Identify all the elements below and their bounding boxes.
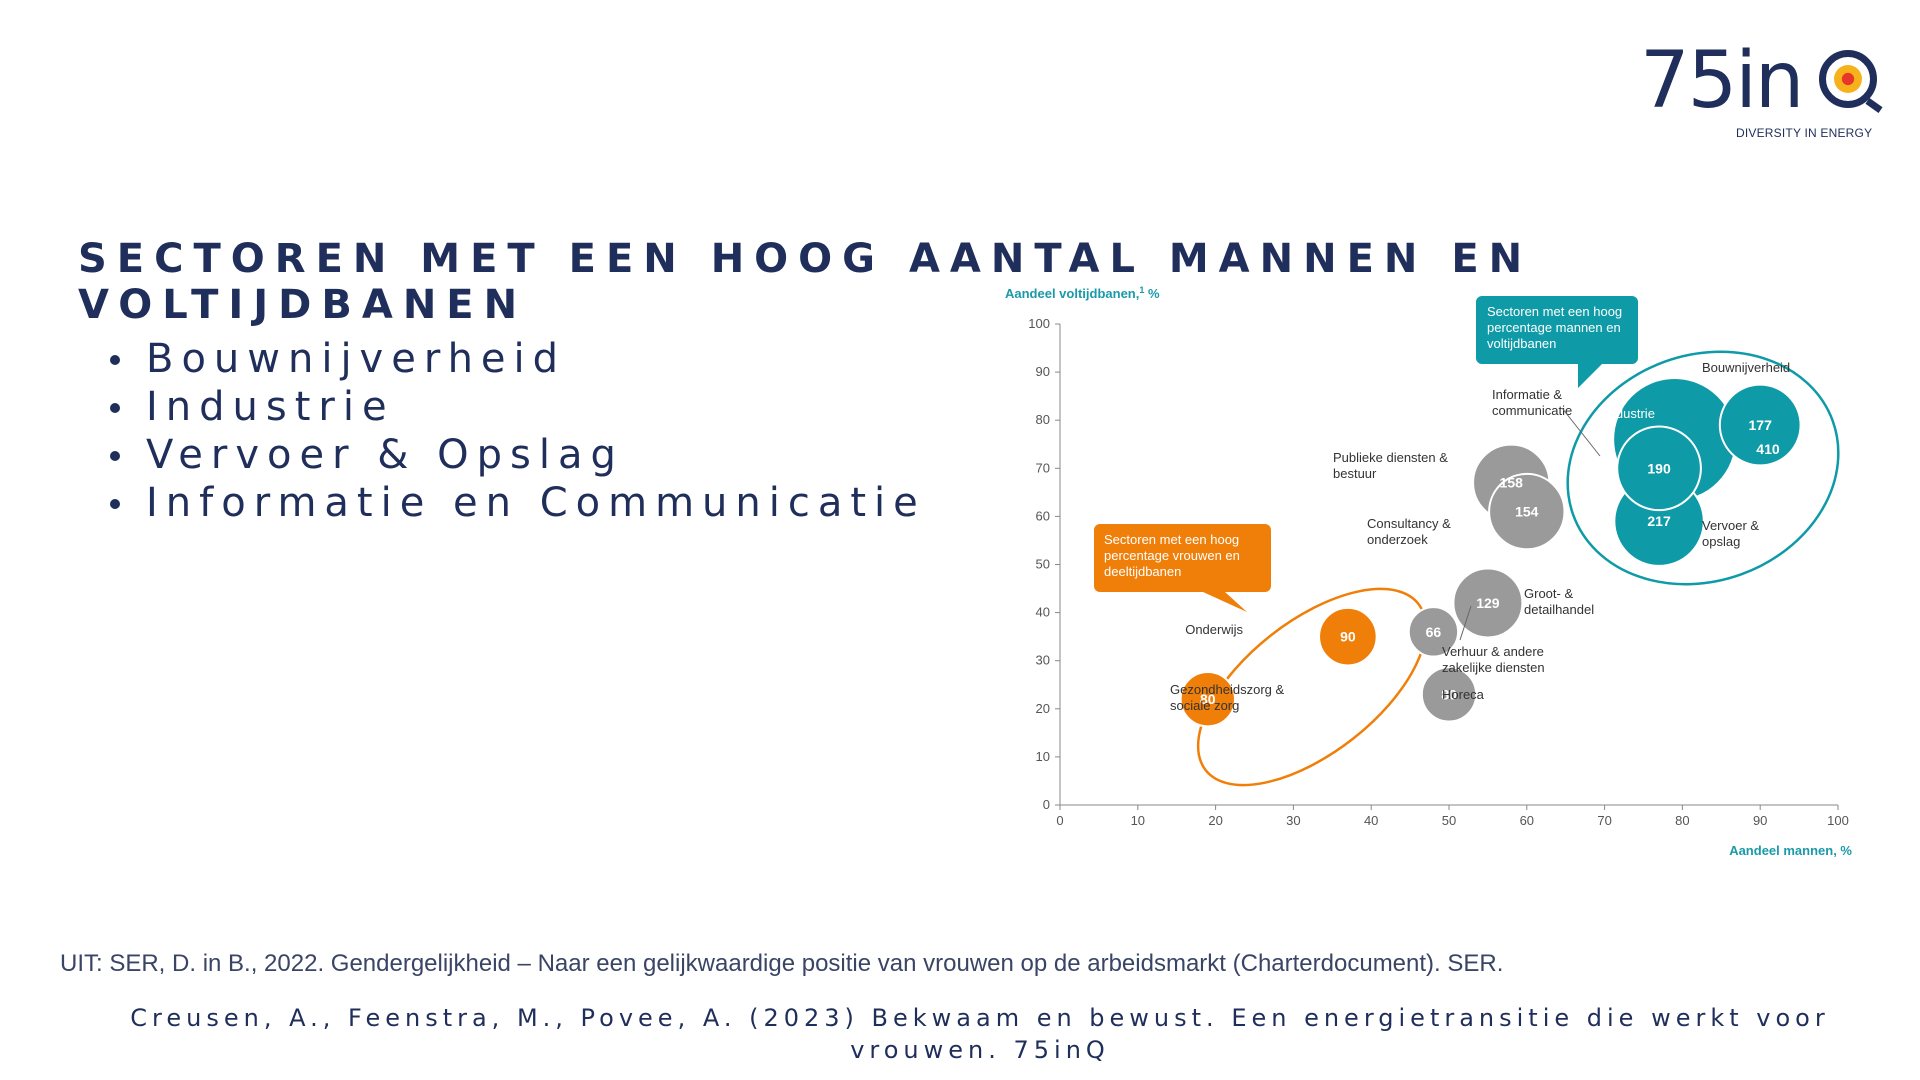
bubble-name-label: Vervoer &	[1702, 518, 1759, 533]
x-tick-label: 50	[1442, 813, 1456, 828]
teal-group-ellipse	[1566, 350, 1840, 586]
sector-list-item: Bouwnijverheid	[108, 335, 926, 383]
x-tick-label: 40	[1364, 813, 1378, 828]
orange-callout-text: percentage vrouwen en	[1104, 548, 1240, 563]
bubble-name-label: sociale zorg	[1170, 698, 1239, 713]
bubble-value-label: 154	[1515, 504, 1539, 520]
bubble-name-label: Horeca	[1442, 687, 1485, 702]
bubble-name-label: bestuur	[1333, 466, 1377, 481]
bubble-value-label: 410	[1756, 441, 1780, 457]
bubble-name-label: detailhandel	[1524, 602, 1594, 617]
bubble-name-label: Industrie	[1605, 406, 1655, 421]
logo-q-tail	[1865, 98, 1883, 113]
bubble-name-label: Bouwnijverheid	[1702, 360, 1790, 375]
bubble-name-label: Consultancy &	[1367, 516, 1451, 531]
y-tick-label: 90	[1036, 364, 1050, 379]
x-tick-label: 0	[1056, 813, 1063, 828]
bubble-name-label: onderzoek	[1367, 532, 1428, 547]
x-tick-label: 60	[1520, 813, 1534, 828]
orange-group-ellipse	[1196, 587, 1428, 787]
bubble-value-label: 90	[1340, 629, 1356, 645]
bubble-value-label: 80	[1441, 686, 1457, 702]
bubble-value-label: 158	[1500, 475, 1524, 491]
x-tick-label: 100	[1827, 813, 1849, 828]
sector-list-item: Informatie en Communicatie	[108, 479, 926, 527]
bubble-name-label: Groot- &	[1524, 586, 1573, 601]
y-tick-label: 60	[1036, 508, 1050, 523]
x-axis-title: Aandeel mannen, %	[1729, 843, 1852, 858]
bubble-value-label: 80	[1200, 691, 1216, 707]
sector-list: Bouwnijverheid Industrie Vervoer & Opsla…	[108, 335, 926, 527]
bubble	[1616, 425, 1702, 512]
leader-line	[1561, 407, 1601, 457]
logo-wordmark: 75in	[1640, 36, 1804, 126]
bubble	[1318, 606, 1378, 667]
bubble-name-label: opslag	[1702, 534, 1740, 549]
bubble-value-label: 66	[1426, 624, 1442, 640]
page-title: SECTOREN MET EEN HOOG AANTAL MANNEN EN V…	[78, 236, 1533, 328]
bubble-name-label: communicatie	[1492, 403, 1572, 418]
x-tick-label: 10	[1131, 813, 1145, 828]
teal-callout-text: Sectoren met een hoog	[1487, 304, 1622, 319]
teal-callout-text: voltijdbanen	[1487, 336, 1556, 351]
bubble-name-label: Informatie &	[1492, 387, 1562, 402]
bubble	[1179, 671, 1236, 728]
logo-q-sun-icon	[1819, 50, 1877, 108]
bubble-chart: 0 10 20 30 40 50 60 70 80 90 100 0 10 20 30 40 50 60 70 80 9…	[1005, 285, 1852, 858]
y-tick-label: 40	[1036, 605, 1050, 620]
y-tick-label: 50	[1036, 557, 1050, 572]
bubble-name-label: Publieke diensten &	[1333, 450, 1448, 465]
teal-callout-text: percentage mannen en	[1487, 320, 1621, 335]
bubble-name-label: zakelijke diensten	[1442, 660, 1545, 675]
bubble-value-label: 190	[1647, 460, 1671, 476]
x-tick-label: 30	[1286, 813, 1300, 828]
y-tick-label: 80	[1036, 412, 1050, 427]
y-tick-label: 10	[1036, 749, 1050, 764]
bubble-value-label: 129	[1476, 595, 1500, 611]
x-tick-label: 80	[1675, 813, 1689, 828]
orange-callout-text: deeltijdbanen	[1104, 564, 1181, 579]
x-tick-label: 20	[1208, 813, 1222, 828]
teal-callout-box	[1476, 296, 1638, 388]
logo: 75in DIVERSITY IN ENERGY	[1640, 36, 1883, 142]
bubble	[1420, 666, 1478, 723]
bubble-name-label: Onderwijs	[1185, 622, 1243, 637]
y-tick-label: 70	[1036, 460, 1050, 475]
bubble	[1407, 606, 1460, 658]
bubble	[1488, 472, 1566, 551]
y-tick-label: 100	[1028, 316, 1050, 331]
y-tick-label: 30	[1036, 653, 1050, 668]
orange-callout-text: Sectoren met een hoog	[1104, 532, 1239, 547]
sector-list-item: Vervoer & Opslag	[108, 431, 926, 479]
bubble-name-label: Gezondheidszorg &	[1170, 682, 1285, 697]
bubble-value-label: 217	[1647, 513, 1671, 529]
reference-citation: Creusen, A., Feenstra, M., Povee, A. (20…	[130, 1004, 1830, 1064]
x-tick-label: 70	[1597, 813, 1611, 828]
logo-tagline: DIVERSITY IN ENERGY	[1736, 126, 1873, 140]
bubble	[1452, 567, 1524, 639]
bubble-value-label: 177	[1749, 417, 1773, 433]
y-tick-label: 0	[1043, 797, 1050, 812]
x-tick-label: 90	[1753, 813, 1767, 828]
bubble	[1718, 383, 1802, 467]
leader-line	[1459, 605, 1472, 641]
y-axis-title: Aandeel voltijdbanen,1 %	[1005, 285, 1160, 301]
sector-list-item: Industrie	[108, 383, 926, 431]
source-citation: UIT: SER, D. in B., 2022. Gendergelijkhe…	[60, 950, 1504, 977]
orange-callout-box	[1094, 524, 1271, 612]
bubble-name-label: Verhuur & andere	[1442, 644, 1544, 659]
y-tick-label: 20	[1036, 701, 1050, 716]
